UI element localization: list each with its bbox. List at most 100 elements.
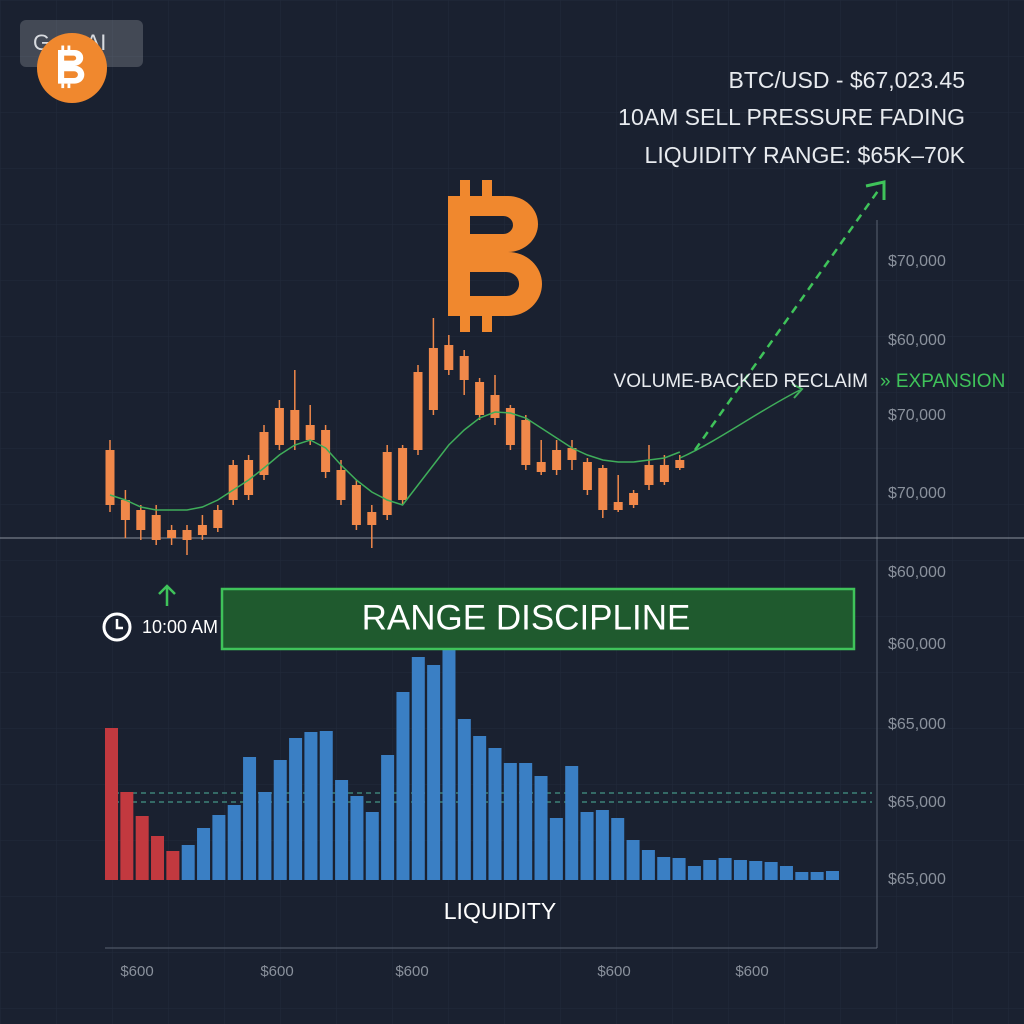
arrow-head: [865, 180, 886, 200]
volume-bar: [795, 872, 809, 880]
btc-symbol: [448, 180, 542, 332]
volume-bar: [810, 872, 824, 880]
dashed-arrow: [693, 187, 882, 451]
volume-bar: [457, 719, 471, 880]
candle-body: [475, 382, 485, 415]
clock-icon: [102, 612, 132, 642]
candle-body: [505, 408, 515, 445]
candle-body: [105, 450, 115, 505]
volume-bar: [672, 858, 686, 880]
candle-body: [521, 420, 531, 465]
ma-extension: [679, 389, 801, 459]
candle-body: [536, 462, 546, 472]
volume-bar: [135, 816, 149, 880]
volume-bar: [304, 732, 318, 880]
moving-average: [109, 411, 681, 511]
candle-body: [459, 356, 469, 380]
volume-bar: [258, 792, 272, 880]
axis-label: $600: [597, 963, 630, 980]
btc-logo-glyph: [58, 45, 85, 89]
candle-body: [659, 465, 669, 482]
volume-label: LIQUIDITY: [444, 898, 556, 924]
candle-body: [136, 510, 146, 530]
candle-body: [305, 425, 315, 440]
volume-bar: [703, 860, 717, 880]
candle-body: [151, 515, 161, 540]
time-label: 10:00 AM: [142, 617, 218, 637]
annotation: » EXPANSION: [880, 371, 1005, 392]
axis-label: $600: [260, 963, 293, 980]
axis-label: $600: [120, 963, 153, 980]
volume-bar: [764, 862, 778, 880]
candle-body: [213, 510, 223, 528]
candle-body: [413, 372, 423, 450]
volume-bar: [519, 763, 533, 880]
candle-body: [644, 465, 654, 485]
volume-bar: [580, 812, 594, 880]
candle-body: [259, 432, 269, 475]
candle-body: [567, 448, 577, 460]
up-arrow: [158, 584, 176, 606]
annotation: VOLUME-BACKED RECLAIM: [614, 371, 868, 392]
candle-body: [244, 460, 254, 495]
axis-label: $600: [395, 963, 428, 980]
volume-bar: [350, 796, 364, 880]
volume-bar: [779, 866, 793, 880]
volume-bar: [243, 757, 257, 880]
volume-bar: [611, 818, 625, 880]
candle-body: [444, 345, 454, 370]
axis-label: $70,000: [888, 253, 946, 270]
candle-body: [490, 395, 500, 418]
candle-body: [351, 485, 361, 525]
volume-bar: [335, 780, 349, 880]
volume-bar: [718, 858, 732, 880]
candle-body: [197, 525, 207, 535]
header-line: 10AM SELL PRESSURE FADING: [618, 104, 965, 130]
volume-bar: [641, 850, 655, 880]
axis-label: $65,000: [888, 794, 946, 811]
banner-text: RANGE DISCIPLINE: [362, 598, 691, 637]
volume-bar: [549, 818, 563, 880]
volume-bar: [227, 805, 241, 880]
volume-bar: [442, 647, 456, 880]
axis-label: $600: [735, 963, 768, 980]
volume-bar: [657, 857, 671, 880]
volume-bar: [289, 738, 303, 880]
volume-bar: [396, 692, 410, 880]
header-line: LIQUIDITY RANGE: $65K–70K: [645, 142, 966, 168]
axis-label: $65,000: [888, 716, 946, 733]
candle-body: [336, 470, 346, 500]
volume-bar: [181, 845, 195, 880]
volume-bar: [151, 836, 165, 880]
clock-hands: [115, 619, 123, 630]
axis-label: $70,000: [888, 407, 946, 424]
candle-body: [428, 348, 438, 410]
volume-bar: [427, 665, 441, 880]
axis-label: $60,000: [888, 564, 946, 581]
candle-body: [228, 465, 238, 500]
axis-label: $70,000: [888, 485, 946, 502]
volume-bar: [825, 871, 839, 880]
candle-body: [382, 452, 392, 515]
axis-label: $60,000: [888, 332, 946, 349]
volume-bar: [749, 861, 763, 880]
volume-bar: [365, 812, 379, 880]
volume-bar: [212, 815, 226, 880]
volume-bar: [411, 657, 425, 880]
volume-bar: [473, 736, 487, 880]
plot: [105, 318, 839, 880]
banner: [220, 587, 856, 651]
volume-bar: [687, 866, 701, 880]
volume-bar: [626, 840, 640, 880]
volume-bar: [381, 755, 395, 880]
volume-bar: [503, 763, 517, 880]
candle-body: [552, 450, 562, 470]
candle-body: [120, 500, 130, 520]
candle-body: [167, 530, 177, 538]
candle-body: [321, 430, 331, 472]
volume-bar: [105, 728, 118, 880]
volume-bar: [120, 792, 134, 880]
candle-body: [598, 468, 608, 510]
candle-body: [182, 530, 192, 540]
